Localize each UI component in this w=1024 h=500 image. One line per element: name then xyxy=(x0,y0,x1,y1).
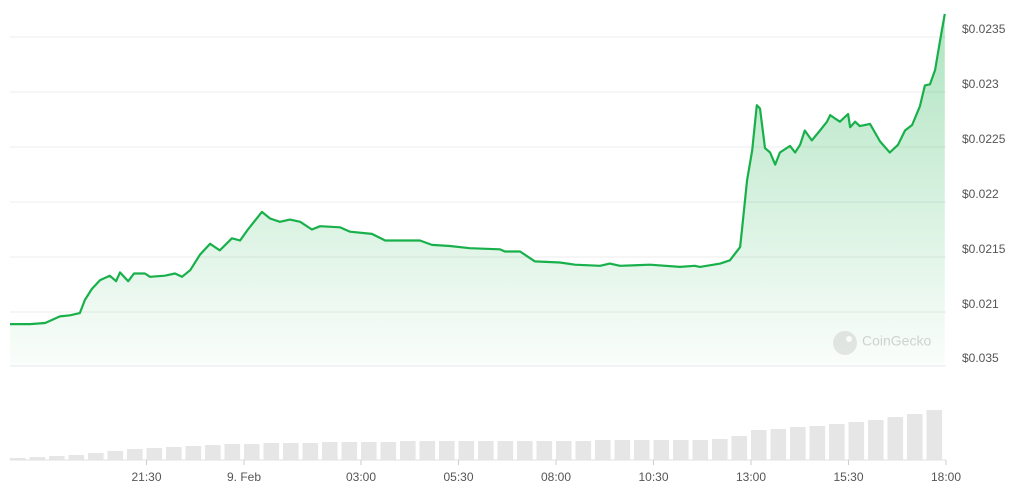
volume-bar xyxy=(361,442,377,460)
watermark-text: CoinGecko xyxy=(862,333,931,349)
x-tick-label: 13:00 xyxy=(736,470,766,484)
volume-bar xyxy=(439,441,455,460)
volume-bar xyxy=(380,442,397,460)
price-line xyxy=(10,13,946,326)
volume-bar xyxy=(205,445,221,460)
watermark-logo xyxy=(833,331,857,355)
volume-bar xyxy=(614,440,631,460)
volume-bar xyxy=(185,446,202,460)
volume-bar xyxy=(770,429,787,460)
watermark: CoinGecko xyxy=(833,331,931,355)
volume-bar xyxy=(497,441,514,460)
y-tick-label: $0.0235 xyxy=(962,22,1006,36)
x-tick-label: 18:00 xyxy=(931,470,961,484)
volume-bar xyxy=(907,414,923,460)
x-tick-label: 05:30 xyxy=(443,470,473,484)
volume-bar xyxy=(634,440,650,460)
volume-bar xyxy=(809,426,826,460)
volume-bar xyxy=(595,440,611,460)
volume-bar xyxy=(29,456,46,460)
volume-bar xyxy=(478,441,494,460)
y-tick-label: $0.021 xyxy=(962,297,999,311)
volume-bar xyxy=(926,410,943,460)
volume-bar xyxy=(556,441,572,460)
volume-bar xyxy=(848,422,865,460)
y-tick-label: $0.0215 xyxy=(962,242,1006,256)
volume-bar xyxy=(322,442,338,460)
volume-bar xyxy=(419,441,436,460)
volume-bar xyxy=(68,455,85,460)
volume-bar xyxy=(127,449,143,460)
volume-bar xyxy=(731,436,748,460)
y-tick-label: $0.035 xyxy=(962,351,999,365)
watermark-logo-eye xyxy=(846,336,852,342)
x-tick-label: 03:00 xyxy=(346,470,376,484)
volume-bar xyxy=(575,441,592,460)
volume-bar xyxy=(536,441,553,460)
volume-bar xyxy=(673,440,689,460)
volume-bar xyxy=(302,443,319,460)
volume-bar xyxy=(517,441,533,460)
volume-bar xyxy=(10,458,26,460)
volume-bar xyxy=(49,455,65,460)
volume-bar xyxy=(751,430,767,460)
volume-bar xyxy=(692,440,709,460)
x-tick-label: 9. Feb xyxy=(227,470,261,484)
volume-bar xyxy=(829,424,845,460)
x-tick-label: 15:30 xyxy=(833,470,863,484)
volume-bar xyxy=(224,444,241,460)
volume-bar xyxy=(244,444,260,460)
volume-bar xyxy=(88,453,104,460)
volume-bar xyxy=(341,442,358,460)
volume-bar xyxy=(887,417,904,460)
volume-bar xyxy=(653,440,670,460)
volume-bar xyxy=(868,420,884,460)
volume-bar xyxy=(263,443,280,460)
x-tick-label: 10:30 xyxy=(638,470,668,484)
y-tick-label: $0.023 xyxy=(962,77,999,91)
volume-bar xyxy=(146,448,163,460)
x-tick-label: 21:30 xyxy=(131,470,161,484)
volume-bar xyxy=(400,441,416,460)
volume-bar xyxy=(712,439,728,460)
volume-bar xyxy=(283,443,299,460)
volume-bar xyxy=(790,427,806,460)
price-area xyxy=(10,13,945,368)
volume-bar xyxy=(107,451,124,460)
volume-bar xyxy=(458,441,475,460)
y-tick-label: $0.022 xyxy=(962,187,999,201)
y-tick-label: $0.0225 xyxy=(962,132,1006,146)
x-tick-label: 08:00 xyxy=(541,470,571,484)
volume-bar xyxy=(166,447,182,460)
